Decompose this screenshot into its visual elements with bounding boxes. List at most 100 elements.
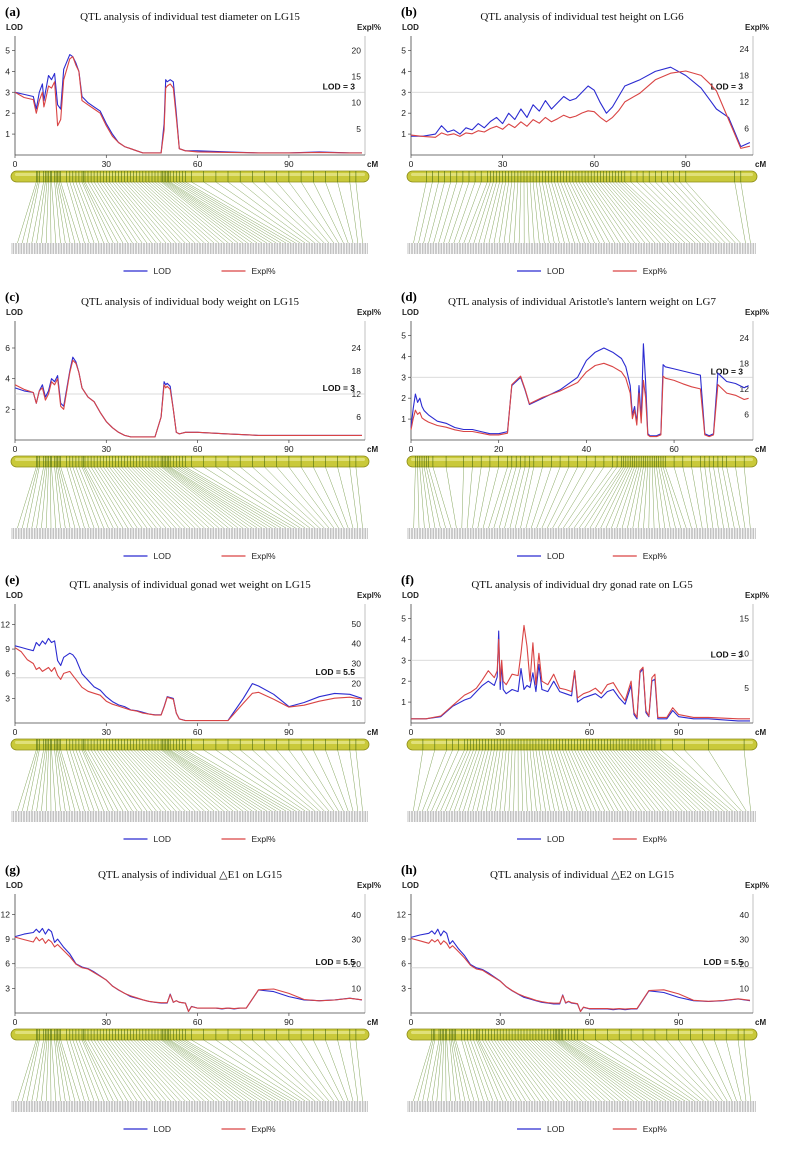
marker-line xyxy=(264,181,325,244)
marker-line xyxy=(559,749,583,812)
marker-line xyxy=(428,466,446,529)
marker-line xyxy=(432,466,452,529)
x-tick-label: 60 xyxy=(669,444,679,454)
marker-line xyxy=(154,749,229,812)
y-tick-label: 12 xyxy=(1,619,11,629)
y2-tick-label: 6 xyxy=(744,123,749,133)
marker-line xyxy=(176,181,277,244)
marker-line xyxy=(109,466,157,529)
chart-title: QTL analysis of individual body weight o… xyxy=(81,296,300,308)
marker-line xyxy=(45,1039,49,1102)
marker-line xyxy=(84,1039,119,1102)
marker-line xyxy=(591,181,635,244)
marker-line xyxy=(637,466,646,529)
marker-line xyxy=(490,749,501,812)
marker-line xyxy=(603,181,656,244)
marker-line xyxy=(504,466,521,529)
legend-label-lod: LOD xyxy=(547,266,564,276)
marker-line xyxy=(72,1039,95,1102)
marker-line xyxy=(419,466,425,529)
marker-line xyxy=(148,466,219,529)
marker-line xyxy=(173,181,272,244)
marker-line xyxy=(619,1039,700,1102)
marker-line xyxy=(666,1039,719,1102)
marker-line xyxy=(548,181,565,244)
y-tick-label: 6 xyxy=(5,959,10,969)
marker-line xyxy=(182,749,287,812)
marker-line xyxy=(449,749,474,812)
marker-line xyxy=(81,1039,109,1102)
marker-line xyxy=(461,1039,480,1102)
marker-line xyxy=(337,181,354,244)
marker-line xyxy=(21,1039,39,1102)
marker-line xyxy=(173,1039,272,1102)
threshold-label: LOD = 5.5 xyxy=(316,957,356,967)
x-tick-label: 0 xyxy=(409,1017,414,1027)
series-line-lod xyxy=(14,356,362,438)
marker-line xyxy=(179,1039,282,1102)
y-tick-label: 4 xyxy=(5,374,10,384)
marker-line xyxy=(112,1039,162,1102)
marker-line xyxy=(452,1039,466,1102)
marker-line xyxy=(300,1039,339,1102)
marker-line xyxy=(426,749,453,812)
marker-line xyxy=(163,181,248,244)
marker-line xyxy=(481,749,495,812)
marker-line xyxy=(145,466,215,529)
marker-line xyxy=(568,1039,667,1102)
y-axis-label: LOD xyxy=(6,23,23,32)
marker-line xyxy=(162,749,243,812)
marker-line xyxy=(450,1039,461,1102)
marker-line xyxy=(417,749,436,812)
panel-e: (e) QTL analysis of individual gonad wet … xyxy=(1,572,381,844)
marker-line xyxy=(573,466,618,529)
marker-line xyxy=(45,749,49,812)
marker-line xyxy=(684,749,742,812)
x-tick-label: 30 xyxy=(102,444,112,454)
marker-line xyxy=(142,466,210,529)
y2-tick-label: 6 xyxy=(356,412,361,422)
marker-line xyxy=(535,1039,601,1102)
series-line-lod xyxy=(410,928,751,1012)
marker-name-strip xyxy=(407,811,756,822)
y2-tick-label: 15 xyxy=(352,72,362,82)
y2-axis-label: Expl% xyxy=(745,308,769,317)
threshold-label: LOD = 5.5 xyxy=(316,667,356,677)
marker-line xyxy=(167,749,258,812)
marker-line xyxy=(203,749,301,812)
marker-line xyxy=(93,181,133,244)
x-tick-label: 30 xyxy=(102,1017,112,1027)
marker-line xyxy=(170,1039,267,1102)
marker-line xyxy=(203,181,301,244)
marker-line xyxy=(539,181,550,244)
marker-line xyxy=(473,181,494,244)
marker-line xyxy=(470,1039,494,1102)
marker-line xyxy=(673,466,692,529)
marker-line xyxy=(109,1039,157,1102)
marker-line xyxy=(423,466,436,529)
marker-line xyxy=(191,749,296,812)
panel-label: (f) xyxy=(401,572,414,587)
panel-label: (h) xyxy=(401,862,417,877)
legend: LOD Expl% xyxy=(123,551,276,561)
marker-line xyxy=(87,749,124,812)
marker-line xyxy=(106,466,152,529)
marker-line xyxy=(651,466,655,529)
x-axis-label: cM xyxy=(367,728,378,737)
chart-title: QTL analysis of individual Aristotle's l… xyxy=(448,296,716,308)
marker-line xyxy=(203,466,301,529)
marker-line xyxy=(581,181,620,244)
marker-line xyxy=(112,181,162,244)
legend-label-lod: LOD xyxy=(154,266,171,276)
marker-line xyxy=(103,181,147,244)
marker-line xyxy=(600,181,651,244)
marker-line xyxy=(673,181,731,244)
y2-axis-label: Expl% xyxy=(745,23,769,32)
y-tick-label: 9 xyxy=(5,644,10,654)
marker-line xyxy=(41,749,48,812)
marker-line xyxy=(529,1039,592,1102)
marker-line xyxy=(165,749,253,812)
y-axis-label: LOD xyxy=(6,881,23,890)
marker-line xyxy=(355,1039,363,1102)
y-tick-label: 1 xyxy=(401,414,406,424)
